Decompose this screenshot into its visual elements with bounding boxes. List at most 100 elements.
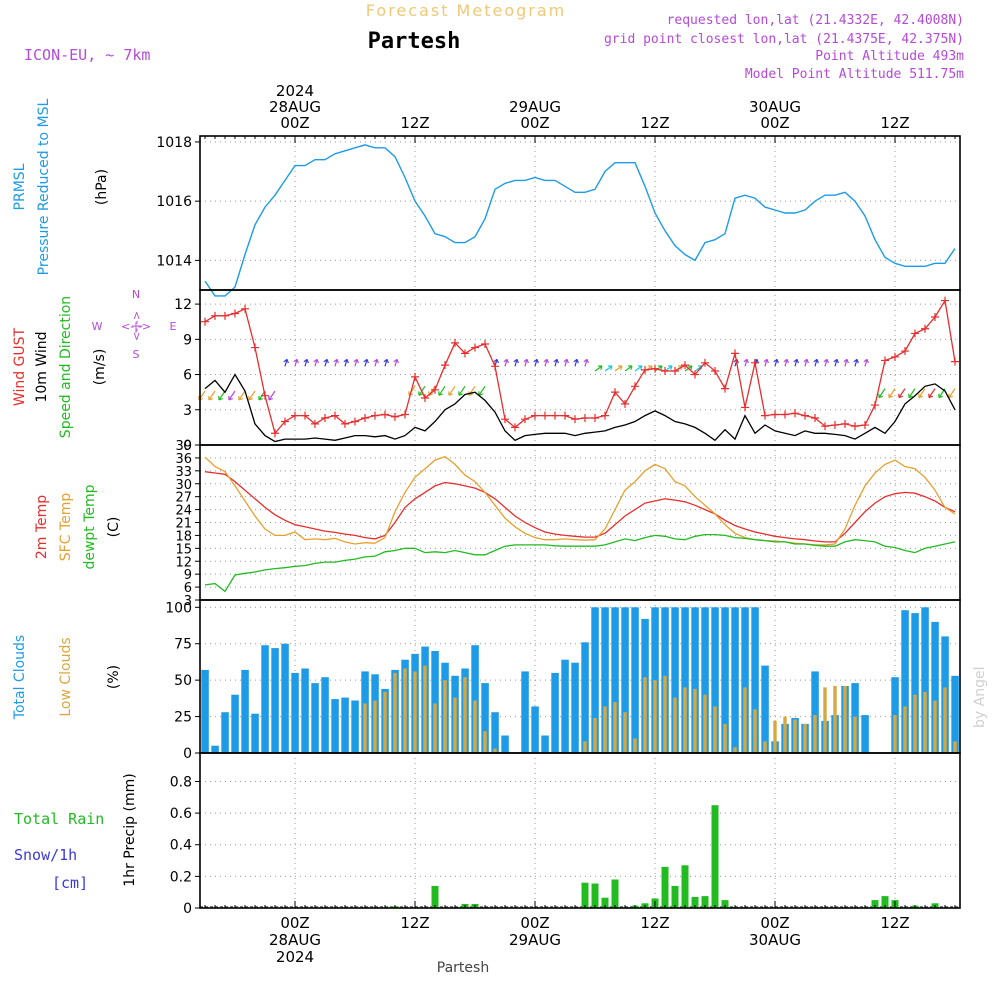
info-line-2: grid point closest lon,lat (21.4375E, 42… (604, 32, 964, 47)
wind-arrow-head (393, 358, 399, 364)
precip-bar (431, 885, 439, 908)
wind-gust-marker (521, 415, 529, 424)
panel-label: (C) (106, 517, 122, 538)
wind-gust-marker (771, 410, 779, 419)
wind-arrow-head (763, 358, 769, 364)
wind-gust-marker (251, 343, 259, 352)
precip-legend-label: Snow/1h (14, 846, 77, 864)
low-cloud-bar (913, 694, 917, 753)
wind-gust-marker (821, 422, 829, 431)
clouds-ytick-label: 0 (183, 746, 192, 762)
panel-label: Speed and Direction (58, 296, 74, 438)
wind-arrow-head (783, 358, 789, 364)
wind-panel: 0 3 6 9 12 (174, 290, 960, 454)
temp-ytick-label: 15 (175, 542, 192, 557)
wind-direction-arrow (304, 359, 308, 367)
precip-ytick-label: 0.8 (170, 774, 192, 790)
wind-gust-marker (721, 384, 729, 393)
total-cloud-bar (261, 645, 269, 753)
wind-direction-arrow (504, 359, 508, 367)
time-label-top: 12Z (640, 114, 669, 132)
wind-gust-marker (801, 411, 809, 420)
total-cloud-bar (541, 735, 549, 753)
total-cloud-bar (761, 665, 769, 753)
wind-arrow-head (493, 358, 499, 364)
wind-ytick-label: 6 (183, 368, 192, 384)
low-cloud-bar (363, 703, 367, 753)
compass-label: N (132, 288, 140, 301)
wind-direction-arrow (584, 359, 588, 367)
wind-gust-marker (711, 367, 719, 376)
total-cloud-bar (551, 672, 559, 753)
wind-gust-marker (211, 311, 219, 320)
wind-direction-arrow (208, 390, 216, 401)
wind-gust-line (204, 298, 956, 435)
wind-arrow-head (928, 393, 933, 399)
wind-gust-marker (651, 364, 659, 373)
wind-gust-marker (531, 411, 539, 420)
wind-direction-arrow (248, 390, 256, 401)
low-cloud-bar (693, 688, 697, 753)
wind-gust-marker (451, 338, 459, 347)
total-cloud-bar (621, 607, 629, 753)
total-cloud-bar (731, 607, 739, 753)
low-cloud-bar (443, 680, 447, 753)
wind-arrow-head (523, 358, 529, 364)
precip-bar (871, 900, 879, 908)
precip-bar (671, 885, 679, 908)
precip-ytick-label: 0.2 (170, 869, 192, 885)
precip-bar (581, 882, 589, 908)
wind-direction-arrow (228, 390, 236, 401)
wind-direction-arrow (438, 385, 446, 396)
wind-gust-marker (461, 349, 469, 358)
wind-arrow-head (743, 358, 749, 364)
wind-arrow-head (363, 358, 369, 364)
temp-ytick-label: 24 (175, 504, 192, 519)
wind-gust-marker (471, 343, 479, 352)
low-cloud-bar (403, 668, 407, 753)
time-label-bottom: 00Z (280, 914, 309, 932)
low-cloud-bar (923, 691, 927, 753)
wind-direction-arrow (284, 359, 288, 367)
low-cloud-bar (733, 747, 737, 753)
precip-panel: 0 0.2 0.4 0.6 0.8 (170, 753, 960, 917)
time-label-bottom: 2024 (276, 948, 314, 966)
temp-ytick-label: 6 (184, 581, 192, 596)
wind-direction-arrow (384, 359, 388, 367)
wind-direction-arrow (534, 359, 538, 367)
temp-line (204, 455, 956, 546)
wind-arrow-head (513, 358, 519, 364)
wind-gust-marker (791, 409, 799, 418)
total-cloud-bar (911, 613, 919, 753)
wind-arrow-head (583, 358, 589, 364)
wind-direction-arrow (594, 365, 603, 372)
wind-arrow-head (687, 365, 693, 371)
low-cloud-bar (893, 715, 897, 753)
time-label-top: 12Z (400, 114, 429, 132)
precip-bar (591, 883, 599, 908)
low-cloud-bar (723, 723, 727, 753)
temp-ytick-label: 12 (175, 555, 192, 570)
meteogram-subtitle: Forecast Meteogram (366, 1, 566, 20)
wind-direction-arrow (448, 385, 456, 396)
temp-ytick-label: 3 (184, 594, 192, 609)
wind-arrow-head (458, 391, 463, 396)
wind-gust-marker (511, 423, 519, 432)
time-label-top: 28AUG (269, 98, 321, 116)
wind-gust-marker (291, 411, 299, 420)
wind-direction-arrow (614, 365, 623, 372)
total-cloud-bar (221, 712, 229, 753)
total-cloud-bar (501, 735, 509, 753)
wind-direction-arrow (524, 359, 528, 367)
wind-gust-marker (361, 413, 369, 422)
precip-bar (691, 896, 699, 908)
time-label-top: 30AUG (749, 98, 801, 116)
wind-arrow-head (323, 358, 329, 364)
wind-direction-arrow (824, 359, 828, 367)
wind-arrow-head (853, 358, 859, 364)
wind-gust-marker (851, 422, 859, 431)
wind-direction-arrow (394, 359, 398, 367)
low-cloud-bar (383, 691, 387, 753)
low-cloud-bar (703, 694, 707, 753)
